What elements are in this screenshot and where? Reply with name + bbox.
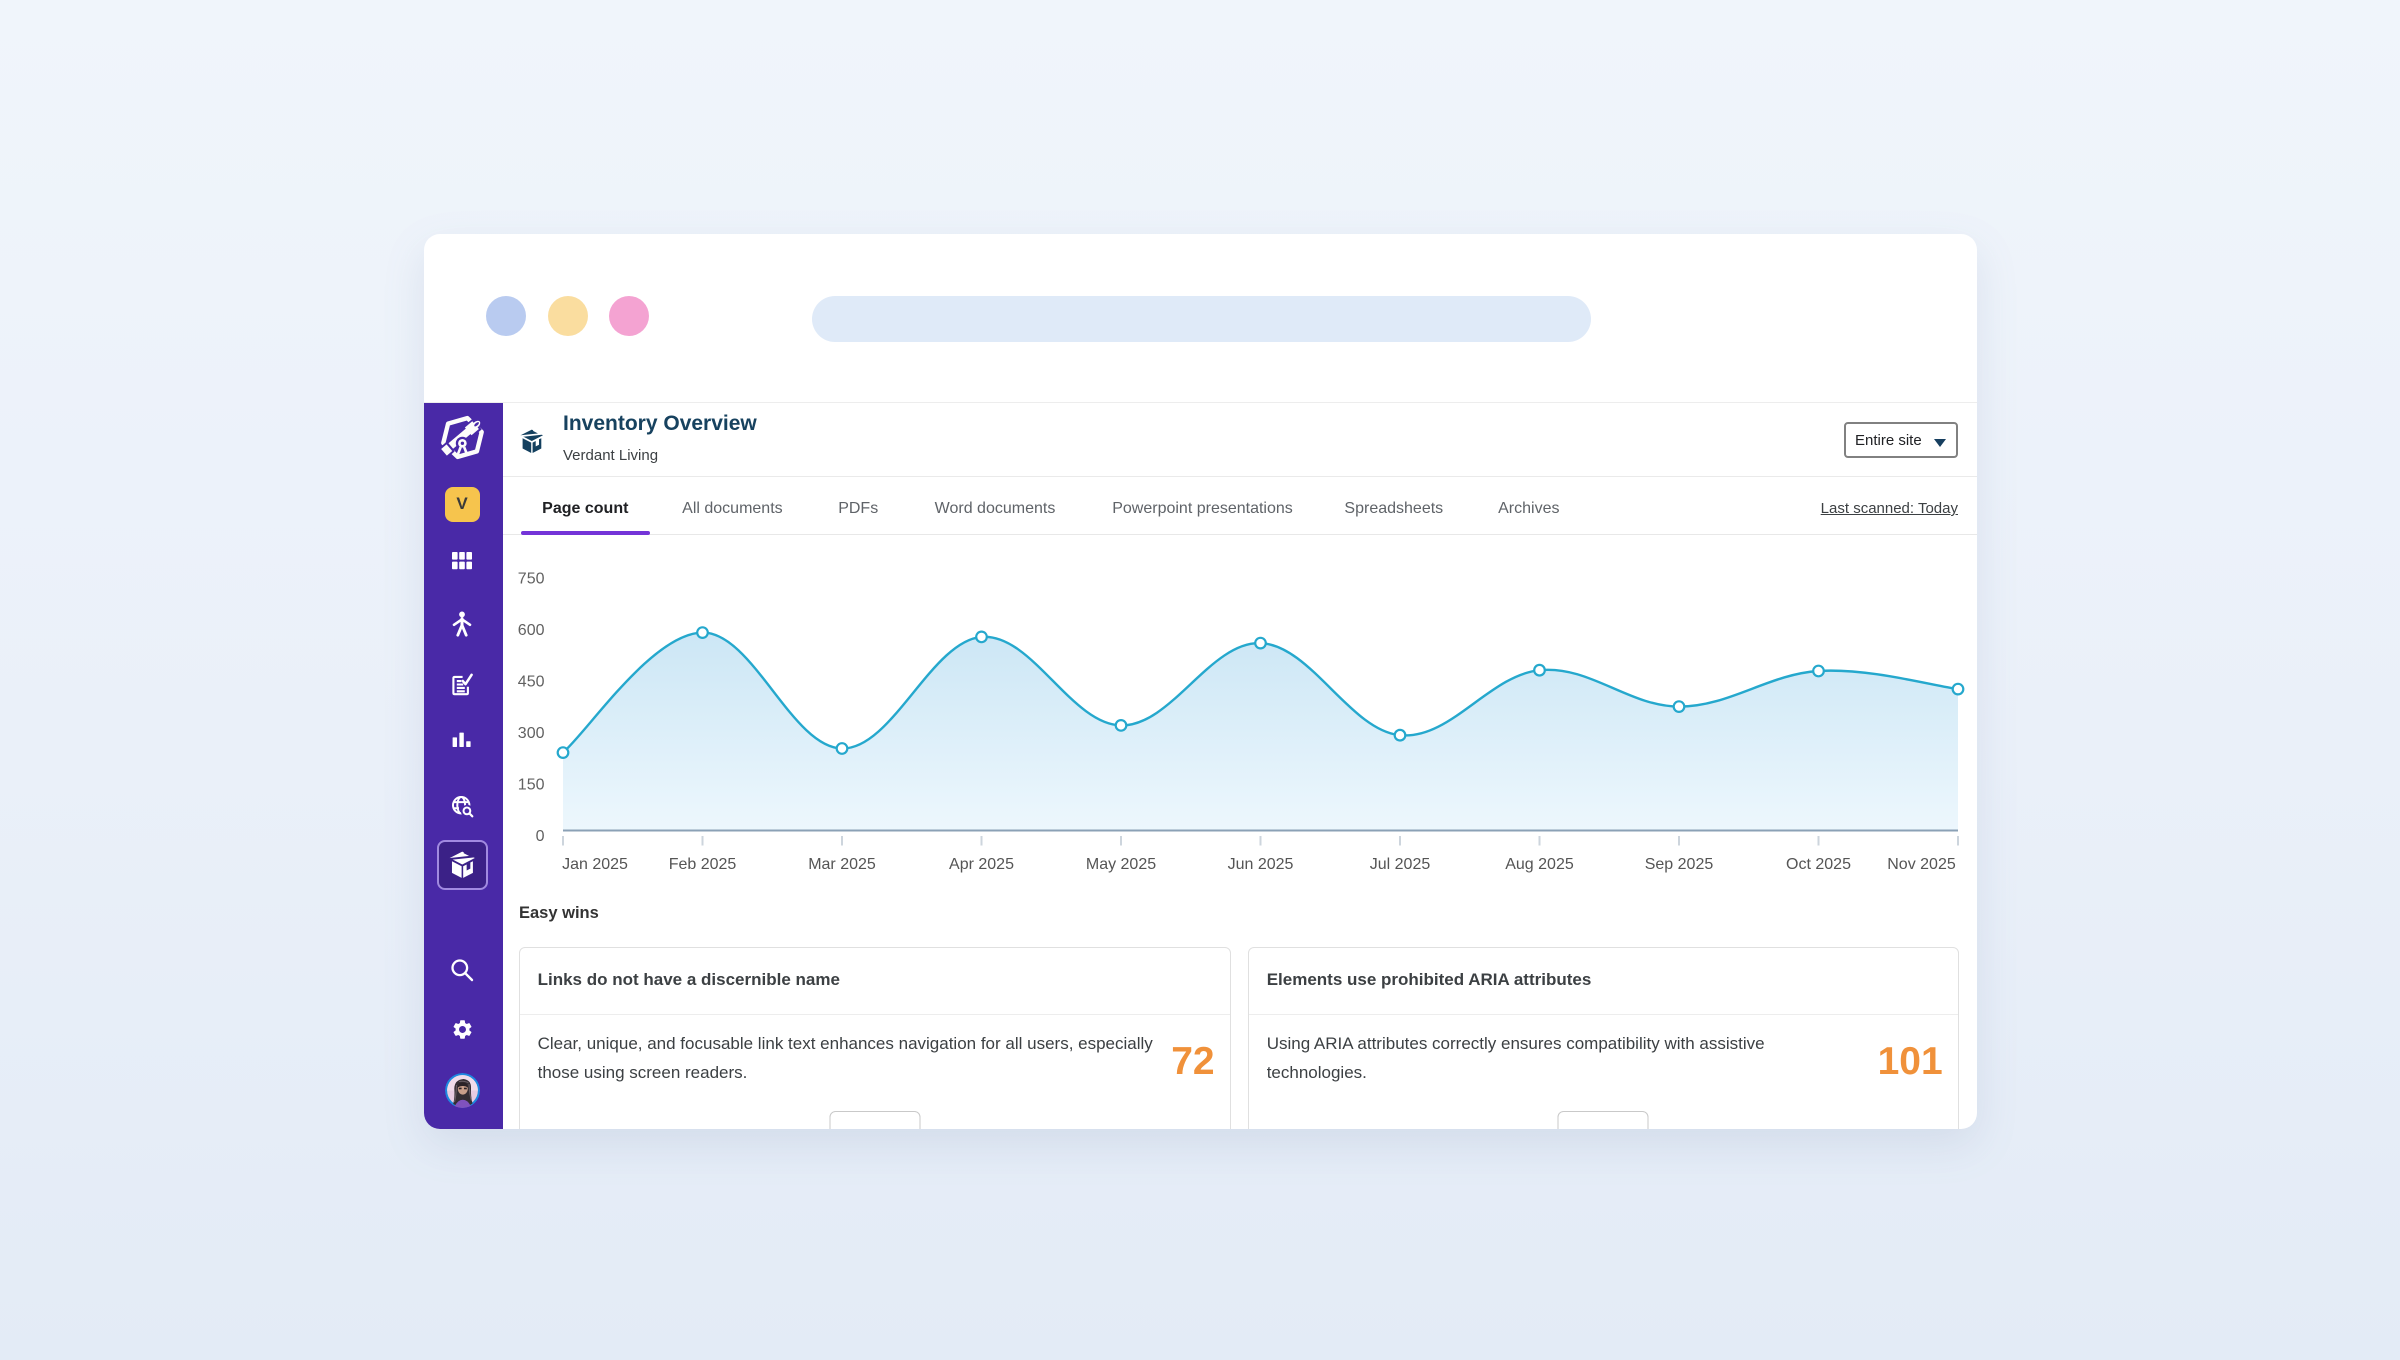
svg-text:150: 150 bbox=[518, 776, 545, 793]
svg-text:0: 0 bbox=[536, 828, 545, 845]
svg-text:Apr 2025: Apr 2025 bbox=[949, 856, 1014, 873]
svg-text:Sep 2025: Sep 2025 bbox=[1645, 856, 1714, 873]
svg-text:450: 450 bbox=[518, 673, 545, 690]
svg-text:Jan 2025: Jan 2025 bbox=[562, 856, 628, 873]
svg-text:May 2025: May 2025 bbox=[1086, 856, 1156, 873]
svg-text:750: 750 bbox=[518, 570, 545, 587]
svg-text:Feb 2025: Feb 2025 bbox=[669, 856, 737, 873]
svg-text:300: 300 bbox=[518, 725, 545, 742]
svg-text:Jul 2025: Jul 2025 bbox=[1370, 856, 1431, 873]
svg-text:600: 600 bbox=[518, 622, 545, 639]
svg-text:Nov 2025: Nov 2025 bbox=[1887, 856, 1956, 873]
svg-text:Jun 2025: Jun 2025 bbox=[1228, 856, 1294, 873]
svg-text:Oct 2025: Oct 2025 bbox=[1786, 856, 1851, 873]
svg-text:Mar 2025: Mar 2025 bbox=[808, 856, 876, 873]
svg-text:Aug 2025: Aug 2025 bbox=[1505, 856, 1574, 873]
